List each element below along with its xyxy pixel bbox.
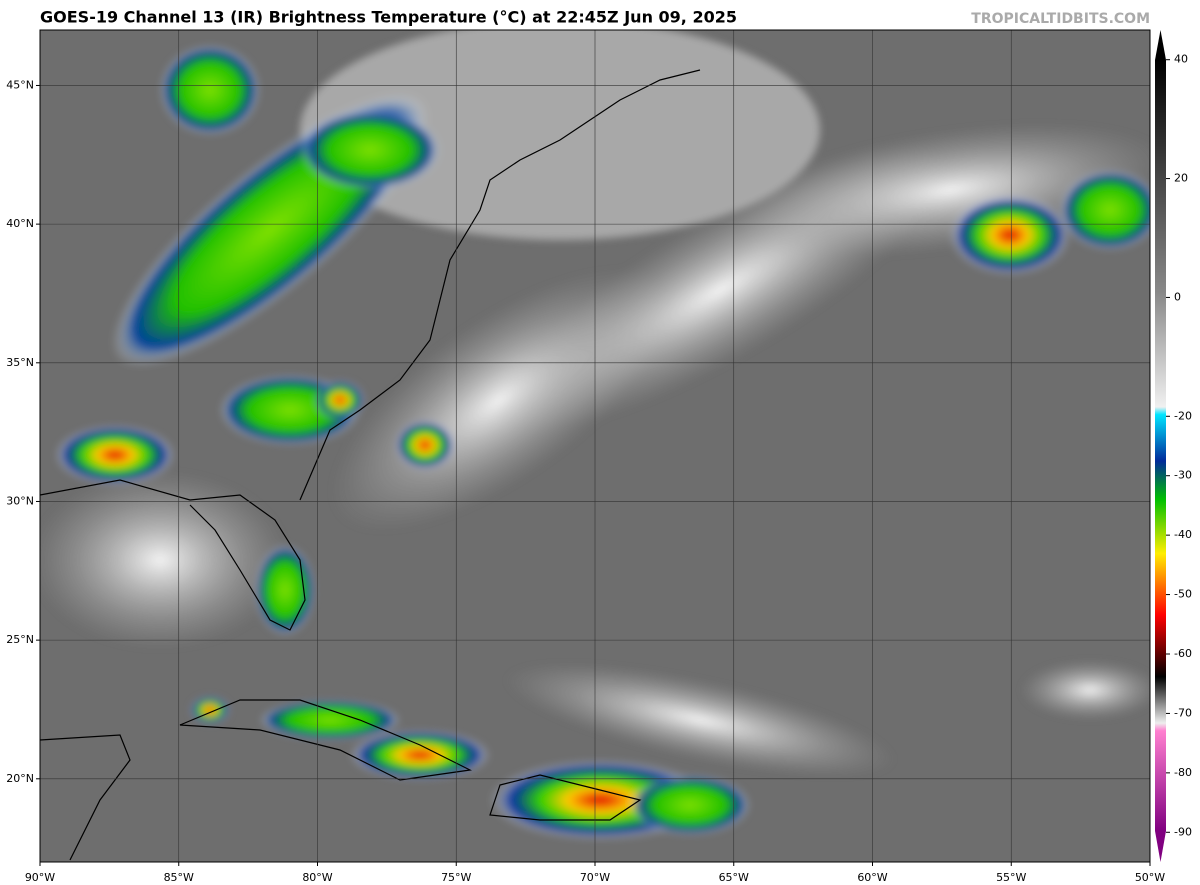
colorbar-tick-label: -60 (1174, 647, 1192, 660)
colorbar-tick-label: 40 (1174, 53, 1188, 66)
colorbar-tick-label: -20 (1174, 409, 1192, 422)
lat-tick-label: 35°N (6, 356, 34, 369)
lon-tick-label: 85°W (164, 871, 194, 884)
colorbar-tick-label: -30 (1174, 469, 1192, 482)
lat-tick-label: 20°N (6, 772, 34, 785)
title: GOES-19 Channel 13 (IR) Brightness Tempe… (40, 8, 737, 27)
lat-tick-label: 40°N (6, 217, 34, 230)
lon-tick-label: 55°W (996, 871, 1026, 884)
colorbar (1155, 30, 1166, 862)
lon-tick-label: 75°W (441, 871, 471, 884)
lon-tick-label: 65°W (719, 871, 749, 884)
lat-tick-label: 30°N (6, 494, 34, 507)
colorbar-extend-top (1155, 30, 1166, 60)
lon-tick-label: 90°W (25, 871, 55, 884)
lat-tick-label: 45°N (6, 78, 34, 91)
lon-tick-label: 50°W (1135, 871, 1165, 884)
colorbar-extend-bottom (1155, 831, 1166, 862)
colorbar-tick-label: 20 (1174, 172, 1188, 185)
colorbar-tick-label: -40 (1174, 528, 1192, 541)
lon-tick-label: 70°W (580, 871, 610, 884)
colorbar-body (1155, 60, 1166, 831)
colorbar-tick-label: -90 (1174, 825, 1192, 838)
lon-tick-label: 60°W (857, 871, 887, 884)
colorbar-tick-label: -80 (1174, 766, 1192, 779)
map-imagery (40, 30, 1150, 862)
colorbar-tick-label: -50 (1174, 588, 1192, 601)
watermark: TROPICALTIDBITS.COM (971, 11, 1150, 27)
colorbar-tick-label: 0 (1174, 290, 1181, 303)
colorbar-tick-label: -70 (1174, 706, 1192, 719)
lon-tick-label: 80°W (302, 871, 332, 884)
lat-tick-label: 25°N (6, 633, 34, 646)
